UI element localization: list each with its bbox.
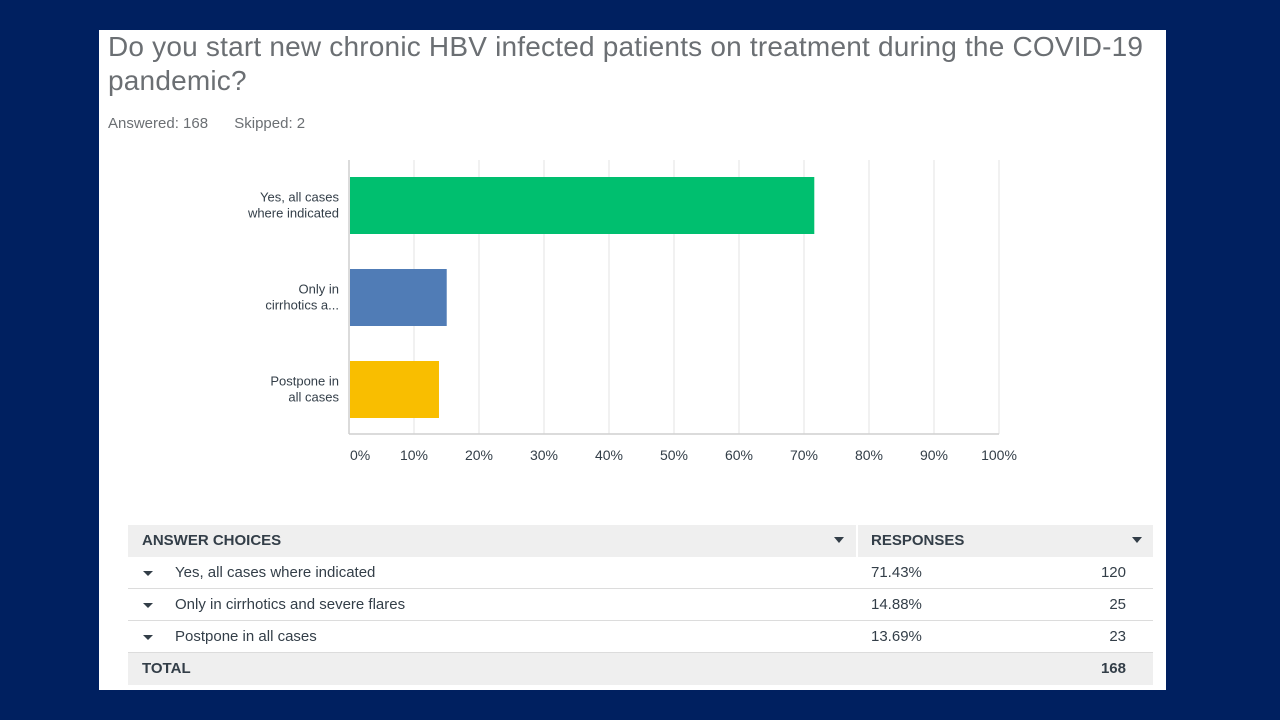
bar <box>350 361 439 418</box>
header-responses[interactable]: RESPONSES <box>871 532 965 549</box>
category-label-line: all cases <box>288 390 339 405</box>
table-row: Postpone in all cases 13.69% 23 <box>128 621 1153 653</box>
x-tick-label: 50% <box>660 447 688 463</box>
survey-card: Do you start new chronic HBV infected pa… <box>99 30 1166 690</box>
row-percent: 71.43% <box>871 564 922 581</box>
row-choice: Postpone in all cases <box>175 628 317 645</box>
x-tick-label: 0% <box>350 447 370 463</box>
category-label: Yes, all cases where indicated <box>247 190 340 221</box>
table-header: ANSWER CHOICES RESPONSES <box>128 525 1153 557</box>
row-choice: Yes, all cases where indicated <box>175 564 376 581</box>
x-tick-label: 100% <box>981 447 1017 463</box>
x-tick-label: 60% <box>725 447 753 463</box>
x-tick-label: 20% <box>465 447 493 463</box>
category-label-line: cirrhotics a... <box>265 298 339 313</box>
row-count: 25 <box>1109 596 1126 613</box>
bar <box>350 269 447 326</box>
row-percent: 13.69% <box>871 628 922 645</box>
expand-caret-icon[interactable] <box>143 571 153 576</box>
expand-caret-icon[interactable] <box>143 635 153 640</box>
row-count: 23 <box>1109 628 1126 645</box>
sort-caret-icon[interactable] <box>834 537 844 543</box>
skipped-count: Skipped: 2 <box>234 115 306 132</box>
question-title: Do you start new chronic HBV infected pa… <box>108 31 1144 96</box>
category-label: Only in cirrhotics a... <box>265 282 339 313</box>
total-count: 168 <box>1100 660 1126 677</box>
category-label-line: Yes, all cases <box>260 190 340 205</box>
row-count: 120 <box>1100 564 1126 581</box>
header-answer-choices[interactable]: ANSWER CHOICES <box>142 532 282 549</box>
x-tick-label: 70% <box>790 447 818 463</box>
table-total-row: TOTAL 168 <box>128 653 1153 685</box>
header-divider <box>856 525 858 557</box>
category-label-line: where indicated <box>247 206 339 221</box>
bar <box>350 177 815 234</box>
row-choice: Only in cirrhotics and severe flares <box>175 596 406 613</box>
row-percent: 14.88% <box>871 596 922 613</box>
response-meta: Answered: 168 Skipped: 2 <box>108 115 327 132</box>
category-label: Postpone in all cases <box>270 374 339 405</box>
table-row: Yes, all cases where indicated 71.43% 12… <box>128 557 1153 589</box>
x-tick-label: 80% <box>855 447 883 463</box>
bar-chart: 0% 10% 20% 30% 40% 50% 60% 70% 80% 90% 100% Yes, al… <box>247 160 1017 463</box>
x-tick-label: 40% <box>595 447 623 463</box>
table-row: Only in cirrhotics and severe flares 14.… <box>128 589 1153 621</box>
category-label-line: Only in <box>299 282 339 297</box>
answer-table: ANSWER CHOICES RESPONSES Yes, all cases … <box>128 525 1153 685</box>
x-tick-label: 90% <box>920 447 948 463</box>
sort-caret-icon[interactable] <box>1132 537 1142 543</box>
x-tick-label: 10% <box>400 447 428 463</box>
x-tick-label: 30% <box>530 447 558 463</box>
answered-count: Answered: 168 <box>108 115 209 132</box>
expand-caret-icon[interactable] <box>143 603 153 608</box>
category-label-line: Postpone in <box>270 374 339 389</box>
total-label: TOTAL <box>142 660 191 677</box>
